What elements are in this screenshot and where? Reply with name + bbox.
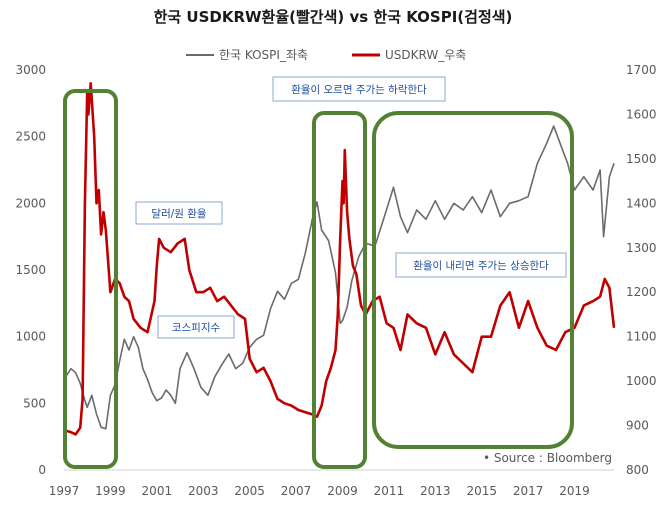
right-tick-label: 800 [626,463,649,477]
annotation-note-down: 환율이 내리면 주가는 상승한다 [395,252,567,278]
x-tick-label: 2013 [420,484,451,498]
right-tick-label: 1500 [626,152,657,166]
right-tick-label: 1100 [626,330,657,344]
right-tick-label: 1300 [626,241,657,255]
highlight-box-2008 [312,111,367,469]
annotation-note-up: 환율이 오르면 주가는 하락한다 [272,76,446,102]
x-tick-label: 2007 [281,484,312,498]
legend-usdkrw-label: USDKRW_우축 [385,48,466,62]
right-tick-label: 1200 [626,285,657,299]
left-tick-label: 0 [38,463,46,477]
kospi-series-line [63,125,615,430]
x-tick-label: 2003 [188,484,219,498]
right-axis: 800 900 1000 1100 1200 1300 1400 1500 1600 1700 [626,63,657,477]
x-tick-label: 2011 [374,484,405,498]
annotation-note-up-text: 환율이 오르면 주가는 하락한다 [291,83,427,96]
right-tick-label: 1400 [626,196,657,210]
x-tick-label: 2001 [142,484,173,498]
right-tick-label: 1600 [626,107,657,121]
annotation-kospi-text: 코스피지수 [172,322,221,334]
source-note: • Source : Bloomberg [483,451,612,465]
chart-title: 한국 USDKRW환율(빨간색) vs 한국 KOSPI(검정색) [154,8,513,26]
x-axis: 1997 1999 2001 2003 2005 2007 2009 2011 2013 2015… [49,484,590,498]
left-tick-label: 1500 [15,263,46,277]
left-tick-label: 2500 [15,130,46,144]
left-tick-label: 3000 [15,63,46,77]
x-tick-label: 2017 [513,484,544,498]
annotation-fx-label: 달러/원 환율 [135,201,223,225]
annotation-note-down-text: 환율이 내리면 주가는 상승한다 [413,260,549,272]
highlight-box-2010-2019 [372,111,574,449]
x-tick-label: 1997 [49,484,80,498]
x-tick-label: 2005 [234,484,265,498]
usdkrw-series-line [63,82,616,436]
x-tick-label: 2019 [559,484,590,498]
right-tick-label: 1000 [626,374,657,388]
annotation-kospi-label: 코스피지수 [157,315,235,339]
x-tick-label: 2009 [327,484,358,498]
x-tick-label: 1999 [95,484,126,498]
legend-kospi-label: 한국 KOSPI_좌축 [219,48,308,62]
left-tick-label: 500 [23,396,46,410]
right-tick-label: 1700 [626,63,657,77]
right-tick-label: 900 [626,419,649,433]
annotation-fx-text: 달러/원 환율 [151,208,207,220]
highlight-box-1997 [63,89,118,469]
x-tick-label: 2015 [466,484,497,498]
left-tick-label: 2000 [15,196,46,210]
left-tick-label: 1000 [15,330,46,344]
left-axis: 0 500 1000 1500 2000 2500 3000 [15,63,46,477]
